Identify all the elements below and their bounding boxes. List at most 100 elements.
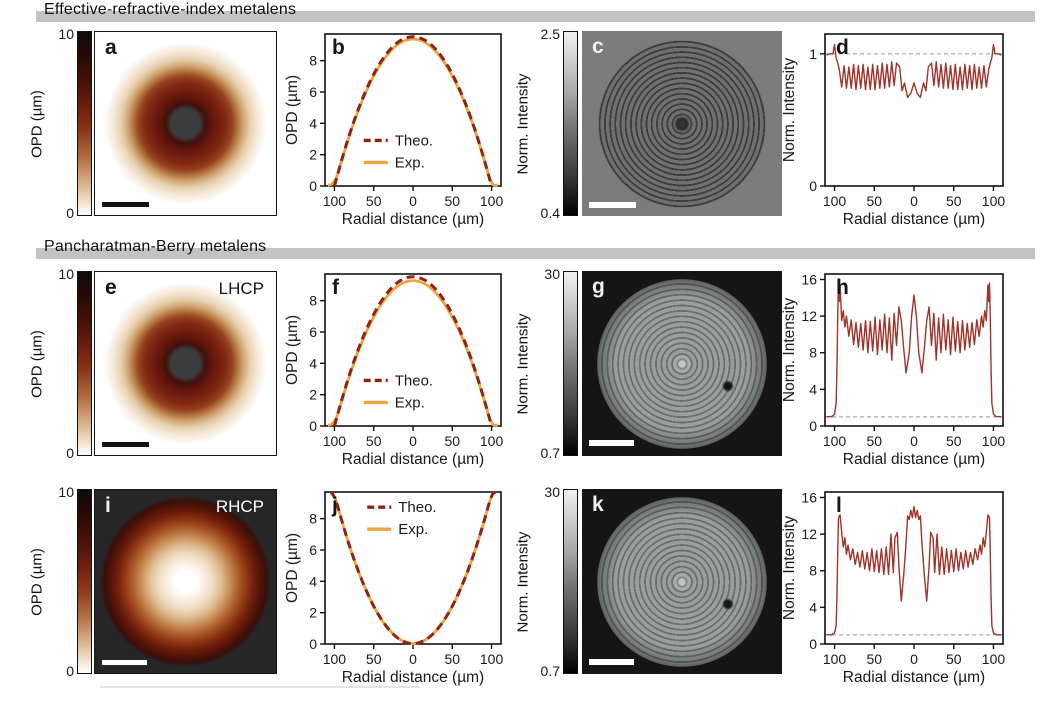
svg-text:4: 4 (309, 115, 317, 131)
svg-text:4: 4 (309, 355, 317, 371)
svg-text:16: 16 (801, 489, 817, 505)
opd-map-image-a: a (94, 31, 277, 216)
svg-text:50: 50 (366, 433, 382, 449)
opd-colorbar-label: OPD (µm) (28, 89, 46, 158)
panel-letter-a: a (105, 36, 117, 59)
panel-letter-l: l (836, 494, 842, 517)
opd-colorbar-min: 0 (66, 445, 74, 461)
intensity-colorbar-label-wrap: Norm. Intensity (512, 489, 534, 674)
svg-text:50: 50 (444, 651, 460, 667)
svg-text:0: 0 (809, 636, 817, 652)
svg-text:Radial distance (µm): Radial distance (µm) (342, 211, 484, 228)
opd-colorbar-max: 10 (58, 266, 74, 282)
chart-b-opd-profile: 100 50 0 50 100 0 2 4 6 8 Radial distance (µm) OPD … (284, 33, 504, 228)
svg-text:16: 16 (801, 271, 817, 287)
svg-text:100: 100 (480, 651, 504, 667)
opd-colorbar-label-wrap: OPD (µm) (26, 31, 48, 216)
opd-colorbar-label: OPD (µm) (28, 329, 46, 398)
svg-text:0: 0 (910, 651, 918, 667)
svg-text:8: 8 (309, 511, 317, 527)
intensity-colorbar-label-wrap: Norm. Intensity (512, 31, 534, 216)
intensity-colorbar-ticks: 30 0.7 (534, 485, 563, 678)
opd-colorbar-max: 10 (58, 26, 74, 42)
svg-text:50: 50 (946, 433, 962, 449)
svg-text:6: 6 (309, 542, 317, 558)
section-2-title: Pancharatman-Berry metalens (44, 238, 267, 255)
svg-text:100: 100 (323, 193, 347, 209)
svg-text:50: 50 (366, 651, 382, 667)
svg-text:100: 100 (823, 433, 847, 449)
svg-text:50: 50 (866, 651, 882, 667)
svg-text:OPD (µm): OPD (µm) (284, 533, 301, 603)
svg-text:6: 6 (309, 324, 317, 340)
section-2-highlight-bar (36, 248, 1035, 259)
panel-letter-e: e (105, 276, 117, 299)
intensity-colorbar-ticks: 2.5 0.4 (534, 27, 563, 220)
opd-colorbar-gradient (77, 271, 92, 456)
intensity-colorbar-row2: Norm. Intensity 30 0.7 (512, 267, 578, 460)
svg-text:6: 6 (309, 84, 317, 100)
intensity-colorbar-label: Norm. Intensity (514, 313, 532, 414)
svg-text:Exp.: Exp. (395, 154, 425, 171)
svg-text:OPD (µm): OPD (µm) (284, 75, 301, 145)
panel-letter-b: b (332, 36, 345, 59)
svg-text:0: 0 (910, 433, 918, 449)
svg-text:Theo.: Theo. (398, 499, 436, 516)
svg-text:100: 100 (323, 651, 347, 667)
intensity-colorbar-gradient (563, 31, 578, 216)
intensity-colorbar-label: Norm. Intensity (514, 531, 532, 632)
svg-text:0: 0 (409, 193, 417, 209)
svg-text:Radial distance (µm): Radial distance (µm) (843, 669, 985, 686)
panel-letter-d: d (836, 36, 849, 59)
intensity-colorbar-min: 0.7 (540, 663, 560, 679)
scale-bar-e (102, 442, 149, 447)
svg-text:8: 8 (809, 345, 817, 361)
opd-colorbar-row2: OPD (µm) 10 0 (26, 267, 92, 460)
scale-bar-a (102, 202, 149, 207)
svg-text:Norm. Intensity: Norm. Intensity (781, 516, 798, 620)
svg-text:50: 50 (866, 433, 882, 449)
intensity-colorbar-max: 30 (544, 266, 560, 282)
svg-text:4: 4 (809, 381, 817, 397)
scale-bar-g (589, 440, 634, 446)
opd-colorbar-gradient (77, 31, 92, 216)
svg-text:8: 8 (809, 563, 817, 579)
opd-colorbar-gradient (77, 489, 92, 674)
panel-letter-h: h (836, 276, 849, 299)
svg-text:12: 12 (801, 308, 817, 324)
chart-j-opd-profile: 100 50 0 50 100 0 2 4 6 8 Radial distance (µm) OPD … (284, 490, 504, 686)
intensity-colorbar-row1: Norm. Intensity 2.5 0.4 (512, 27, 578, 220)
partial-bottom-strip (100, 686, 420, 688)
svg-text:100: 100 (982, 433, 1006, 449)
svg-text:0: 0 (309, 178, 317, 194)
chart-f-opd-profile: 100 50 0 50 100 0 2 4 6 8 Radial distance (µm) OPD … (284, 273, 504, 468)
panel-letter-j: j (332, 494, 338, 517)
svg-text:100: 100 (480, 193, 504, 209)
svg-text:Exp.: Exp. (395, 394, 425, 411)
opd-map-image-e: e LHCP (94, 271, 277, 456)
intensity-colorbar-label: Norm. Intensity (514, 73, 532, 174)
scale-bar-i (102, 660, 147, 665)
panel-letter-k: k (592, 493, 604, 516)
scale-bar-c (589, 202, 636, 208)
svg-text:50: 50 (946, 651, 962, 667)
svg-text:12: 12 (801, 526, 817, 542)
rhcp-annotation: RHCP (215, 497, 264, 516)
fresnel-rings (597, 278, 767, 449)
svg-text:Radial distance (µm): Radial distance (µm) (843, 451, 985, 468)
svg-text:Radial distance (µm): Radial distance (µm) (843, 211, 985, 228)
scale-bar-k (589, 659, 634, 665)
intensity-colorbar-gradient (563, 271, 578, 456)
svg-text:100: 100 (823, 651, 847, 667)
svg-text:2: 2 (309, 387, 317, 403)
svg-text:100: 100 (823, 193, 847, 209)
micrograph-image-c: c (582, 31, 782, 216)
svg-text:100: 100 (480, 433, 504, 449)
svg-text:100: 100 (982, 651, 1006, 667)
opd-colorbar-min: 0 (66, 663, 74, 679)
svg-text:8: 8 (309, 53, 317, 69)
opd-colorbar-min: 0 (66, 205, 74, 221)
svg-text:Radial distance (µm): Radial distance (µm) (342, 669, 484, 686)
svg-text:2: 2 (309, 605, 317, 621)
